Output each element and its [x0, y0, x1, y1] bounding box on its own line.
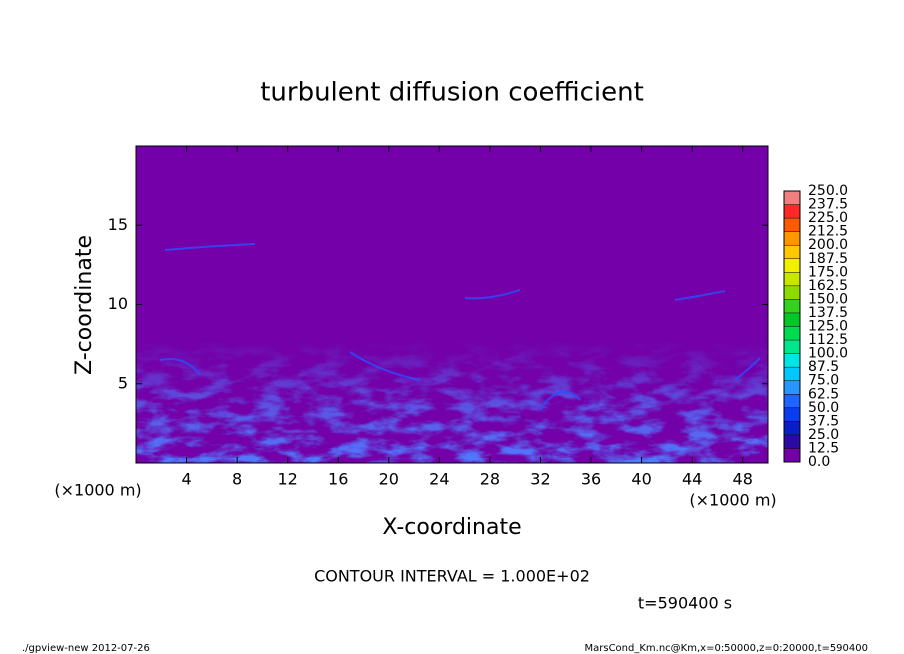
colorbar-label: 125.0	[808, 319, 848, 335]
colorbar-label: 200.0	[808, 237, 848, 253]
x-tick-label: 24	[429, 470, 449, 489]
colorbar-bin	[784, 218, 800, 232]
x-tick-label: 48	[733, 470, 753, 489]
x-tick-label: 8	[232, 470, 242, 489]
colorbar-bin	[784, 245, 800, 259]
colorbar-label: 50.0	[808, 400, 839, 416]
colorbar-bin	[784, 367, 800, 381]
colorbar-label: 75.0	[808, 373, 839, 389]
colorbar-bin	[784, 285, 800, 300]
colorbar-label: 137.5	[808, 305, 848, 321]
colorbar-bin	[784, 340, 800, 354]
colorbar-bin	[784, 299, 800, 313]
colorbar-label: 112.5	[808, 332, 848, 348]
colorbar-label: 100.0	[808, 346, 848, 362]
chart-title: turbulent diffusion coefficient	[260, 78, 644, 108]
time-label: t=590400 s	[638, 594, 732, 613]
x-tick-label: 32	[530, 470, 550, 489]
colorbar-bin	[784, 353, 800, 368]
colorbar-bin	[784, 312, 800, 327]
colorbar-bin	[784, 380, 800, 395]
colorbar-bin	[784, 421, 800, 435]
x-tick-label: 16	[328, 470, 348, 489]
y-axis-label: Z-coordinate	[72, 235, 97, 375]
colorbar-label: 87.5	[808, 359, 839, 375]
colorbar-label: 175.0	[808, 264, 848, 280]
footer-right: MarsCond_Km.nc@Km,x=0:50000,z=0:20000,t=…	[585, 643, 869, 654]
x-tick-label: 4	[181, 470, 191, 489]
contour-field	[136, 146, 768, 463]
y-tick-label: 10	[108, 294, 128, 313]
colorbar-label: 237.5	[808, 197, 848, 213]
colorbar-label: 187.5	[808, 251, 848, 267]
colorbar-label: 25.0	[808, 427, 839, 443]
x-tick-label: 20	[379, 470, 399, 489]
colorbar-label: 225.0	[808, 210, 848, 226]
colorbar-label: 12.5	[808, 440, 839, 456]
x-scale-label: (×1000 m)	[689, 491, 776, 510]
colorbar-bin	[784, 258, 800, 273]
y-tick-label: 15	[108, 215, 128, 234]
turbulent-layer	[136, 340, 768, 463]
colorbar-bin	[784, 448, 800, 462]
colorbar-bin	[784, 326, 800, 341]
x-tick-label: 40	[631, 470, 651, 489]
colorbar-label: 250.0	[808, 183, 848, 199]
colorbar-label: 37.5	[808, 413, 839, 429]
colorbar-label: 0.0	[808, 454, 830, 470]
annotation: CONTOUR INTERVAL = 1.000E+02	[314, 567, 590, 586]
colorbar-bin	[784, 191, 800, 205]
x-axis-label: X-coordinate	[382, 515, 521, 540]
y-tick-label: 5	[118, 373, 128, 392]
colorbar-label: 62.5	[808, 386, 839, 402]
colorbar-bin	[784, 204, 800, 219]
x-tick-label: 36	[581, 470, 601, 489]
x-tick-label: 44	[682, 470, 702, 489]
colorbar-bin	[784, 231, 800, 246]
turbulent-streaks	[159, 243, 761, 411]
colorbar-label: 212.5	[808, 224, 848, 240]
x-tick-label: 28	[480, 470, 500, 489]
x-scale-label: (×1000 m)	[54, 481, 141, 500]
x-tick-label: 12	[278, 470, 298, 489]
colorbar-bin	[784, 407, 800, 422]
footer-left: ./gpview-new 2012-07-26	[22, 643, 150, 654]
colorbar-label: 162.5	[808, 278, 848, 294]
colorbar-bin	[784, 394, 800, 408]
colorbar-label: 150.0	[808, 291, 848, 307]
colorbar-bin	[784, 272, 800, 286]
colorbar-bin	[784, 434, 800, 449]
